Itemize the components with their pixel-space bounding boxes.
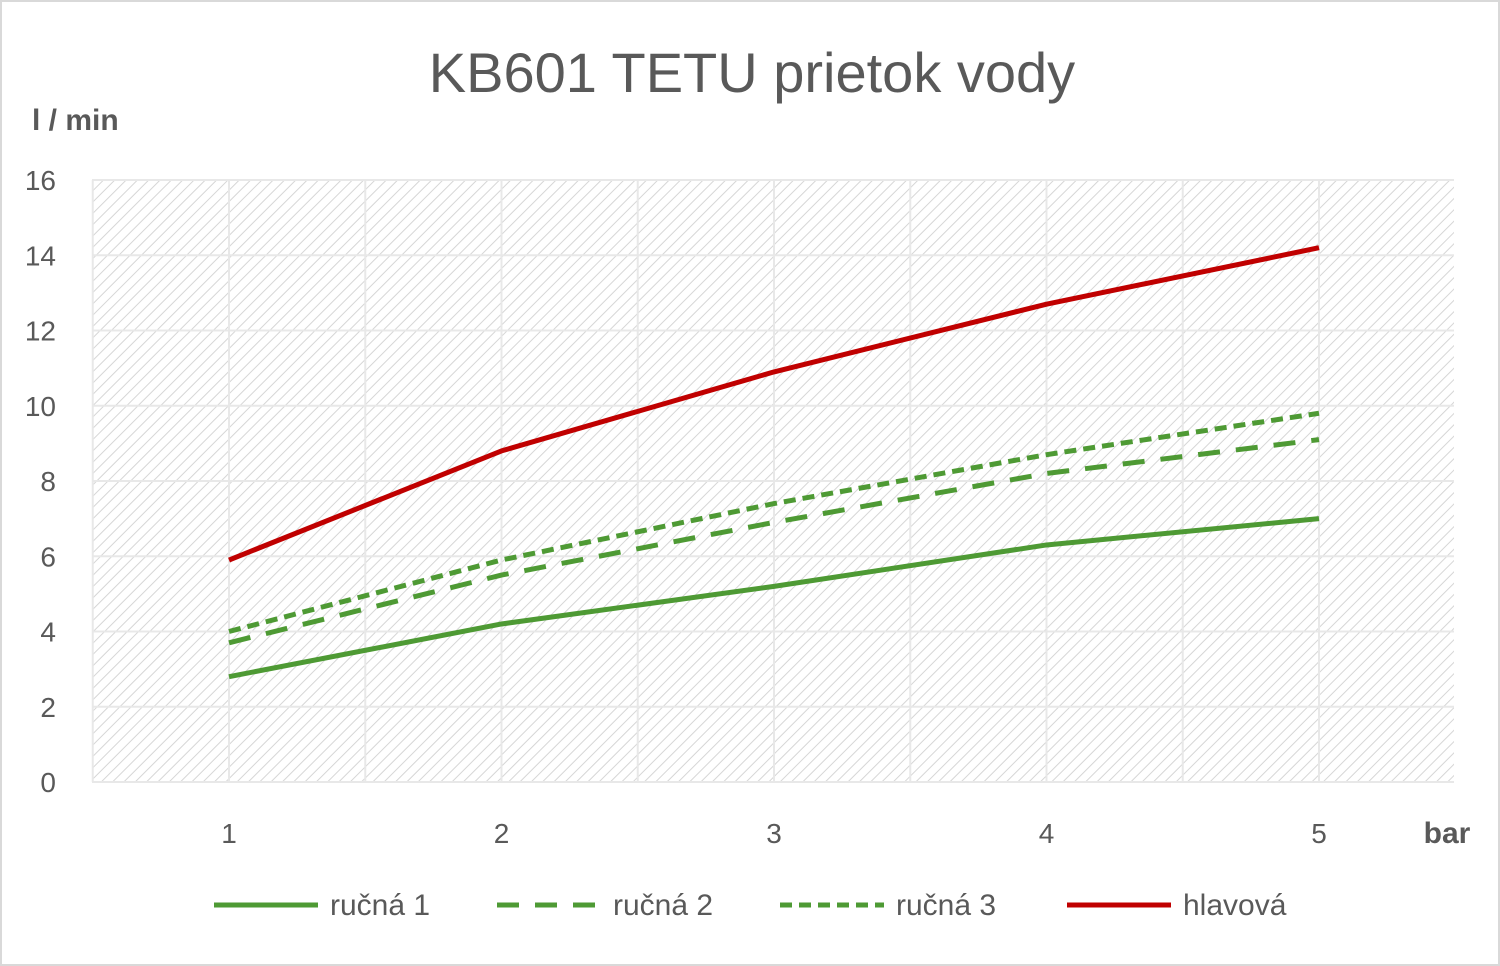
legend-label: hlavová bbox=[1183, 889, 1287, 922]
x-tick-label: 3 bbox=[766, 818, 782, 849]
y-tick-label: 14 bbox=[25, 240, 56, 271]
y-tick-label: 10 bbox=[25, 391, 56, 422]
series-line bbox=[228, 410, 1320, 634]
chart-title: KB601 TETU prietok vody bbox=[429, 41, 1075, 104]
series-line bbox=[228, 437, 1320, 646]
legend-label: ručná 2 bbox=[613, 889, 713, 922]
legend-label: ručná 3 bbox=[896, 889, 996, 922]
y-tick-label: 4 bbox=[40, 617, 56, 648]
y-tick-label: 6 bbox=[40, 541, 56, 572]
y-tick-label: 12 bbox=[25, 316, 56, 347]
gridlines bbox=[91, 179, 1454, 783]
series-lines bbox=[228, 245, 1320, 680]
x-tick-label: 1 bbox=[221, 818, 237, 849]
y-tick-label: 8 bbox=[40, 466, 56, 497]
legend: ručná 1 ručná 2 ručná 3 hlavová bbox=[214, 889, 1287, 922]
x-axis-ticks: 1 2 3 4 5 bbox=[221, 818, 1327, 849]
x-tick-label: 4 bbox=[1039, 818, 1055, 849]
y-tick-label: 2 bbox=[40, 692, 56, 723]
y-axis-unit: l / min bbox=[32, 104, 119, 137]
y-tick-label: 16 bbox=[25, 165, 56, 196]
series-line bbox=[228, 516, 1320, 680]
x-axis-unit: bar bbox=[1424, 817, 1471, 850]
x-tick-label: 2 bbox=[494, 818, 510, 849]
y-tick-label: 0 bbox=[40, 767, 56, 798]
y-axis-ticks: 0 2 4 6 8 10 12 14 16 bbox=[25, 165, 56, 798]
legend-label: ručná 1 bbox=[330, 889, 430, 922]
series-line bbox=[228, 245, 1320, 563]
x-tick-label: 5 bbox=[1311, 818, 1327, 849]
